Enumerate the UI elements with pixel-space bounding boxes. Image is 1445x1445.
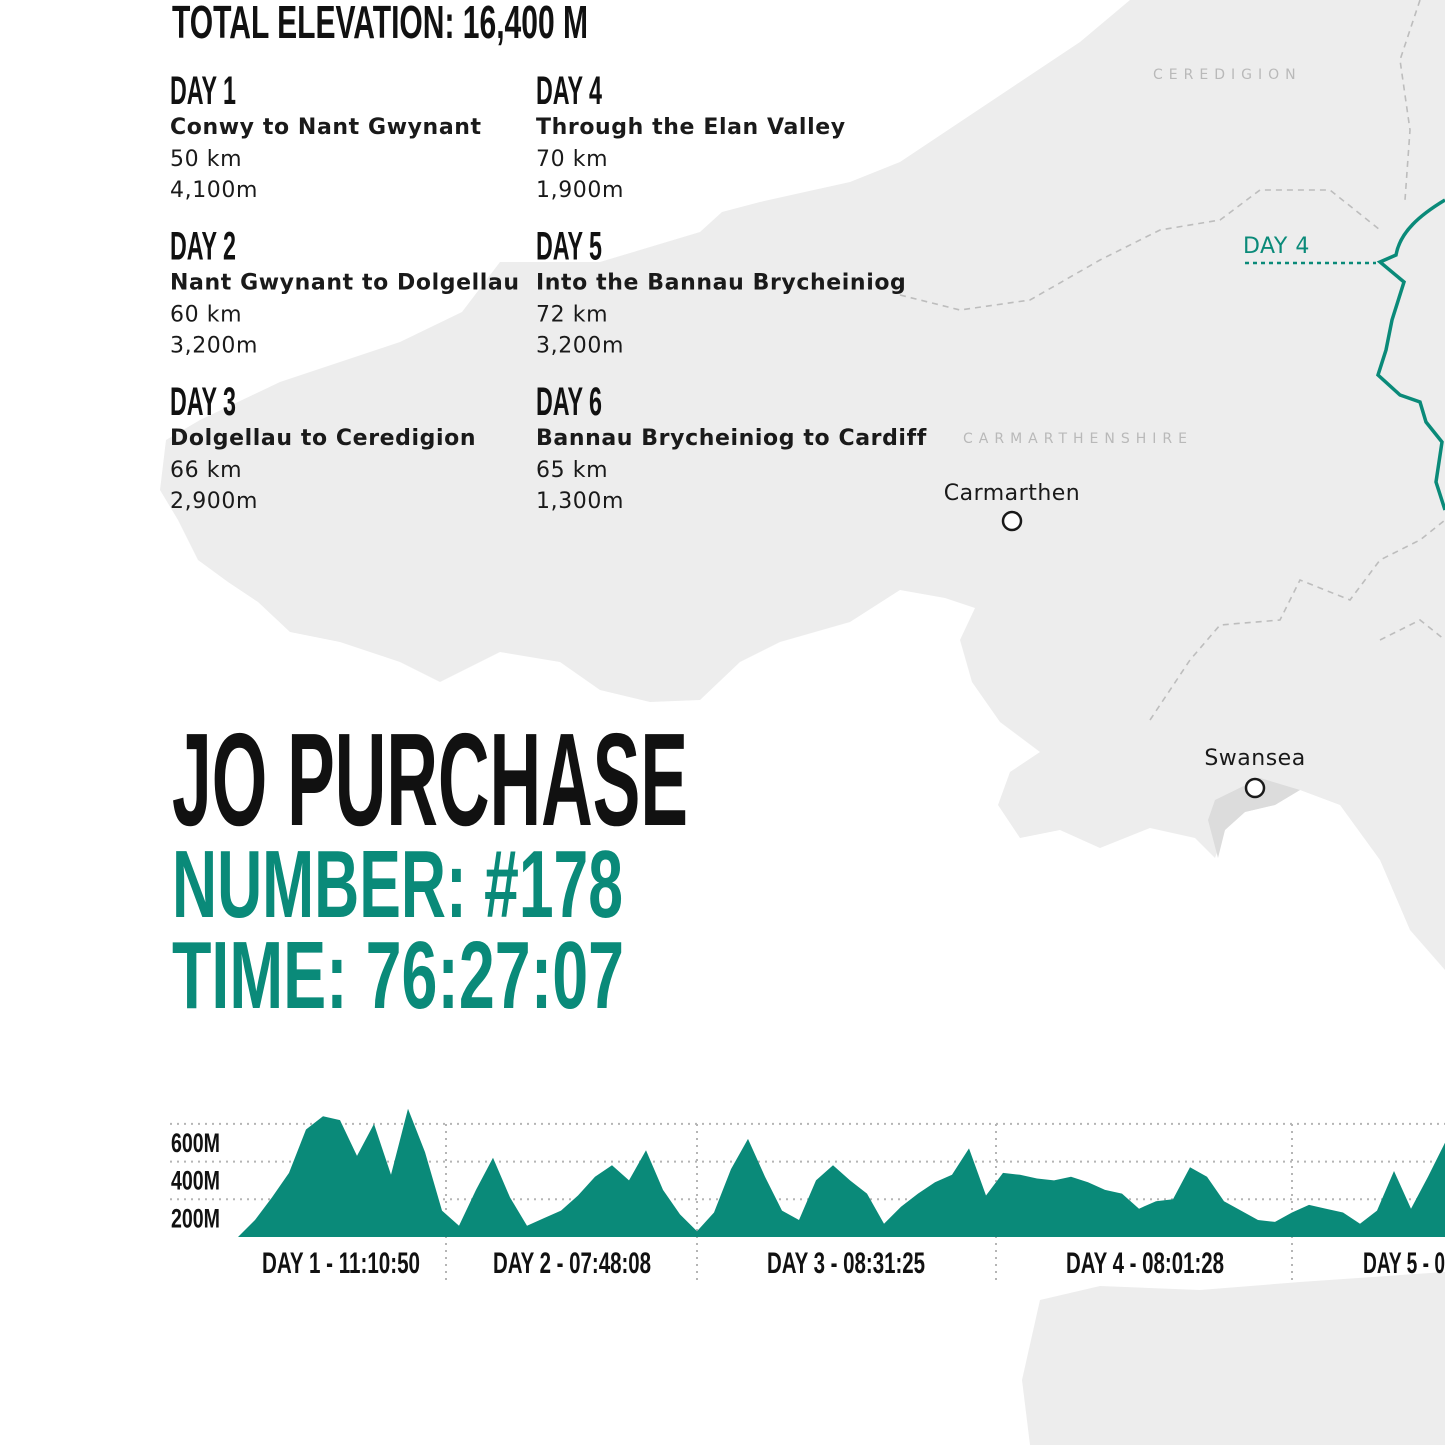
border	[899, 189, 1381, 311]
day-title: DAY 4	[536, 69, 602, 113]
day-title: DAY 6	[536, 380, 602, 424]
elevation-area	[238, 1108, 1445, 1237]
y-tick-label: 400M	[171, 1166, 220, 1196]
day-elevation: 4,100m	[170, 178, 258, 203]
route-label: DAY 4	[1243, 234, 1310, 259]
day-route: Bannau Brycheiniog to Cardiff	[536, 426, 927, 451]
day-elevation: 3,200m	[536, 334, 624, 359]
rider-time: TIME: 76:27:07	[172, 922, 624, 1029]
border	[1149, 519, 1445, 721]
day-title: DAY 5	[536, 225, 602, 269]
rider-number: NUMBER: #178	[172, 831, 623, 938]
map: DAY 4 CEREDIGION CARMARTHENSHIRE Carmart…	[160, 0, 1445, 1445]
town-label: Carmarthen	[944, 481, 1081, 506]
day-distance: 70 km	[536, 147, 608, 172]
day-distance: 50 km	[170, 147, 242, 172]
y-tick-label: 200M	[171, 1203, 220, 1233]
y-tick-label: 600M	[171, 1128, 220, 1158]
town-label: Swansea	[1204, 746, 1305, 771]
border	[1399, 0, 1421, 201]
region-label: CEREDIGION	[1153, 67, 1302, 83]
day-title: DAY 2	[170, 225, 236, 269]
day-time-label: DAY 4 - 08:01:28	[1066, 1247, 1224, 1280]
day-distance: 65 km	[536, 458, 608, 483]
day-route: Through the Elan Valley	[536, 115, 846, 140]
borders	[899, 0, 1445, 721]
land	[1208, 778, 1300, 858]
land	[160, 0, 1445, 970]
route	[1375, 198, 1445, 511]
day-time-label: DAY 5 - 0	[1363, 1247, 1445, 1280]
day-elevation: 2,900m	[170, 489, 258, 514]
land	[1022, 1272, 1445, 1445]
day-route: Nant Gwynant to Dolgellau	[170, 271, 520, 296]
day-elevation: 3,200m	[170, 334, 258, 359]
day-distance: 72 km	[536, 303, 608, 328]
town-marker	[1244, 777, 1266, 799]
day-distance: 60 km	[170, 303, 242, 328]
day-route: Conwy to Nant Gwynant	[170, 115, 482, 140]
border	[1379, 619, 1445, 641]
day-elevation: 1,900m	[536, 178, 624, 203]
day-time-label: DAY 1 - 11:10:50	[262, 1247, 420, 1280]
day-time-label: DAY 2 - 07:48:08	[493, 1247, 651, 1280]
day-elevation: 1,300m	[536, 489, 624, 514]
region-label: CARMARTHENSHIRE	[963, 431, 1193, 447]
day-title: DAY 1	[170, 69, 236, 113]
day-distance: 66 km	[170, 458, 242, 483]
town-marker	[1001, 510, 1023, 532]
rider-name: JO PURCHASE	[172, 706, 688, 853]
day-title: DAY 3	[170, 380, 236, 424]
day-route: Dolgellau to Ceredigion	[170, 426, 476, 451]
total-elevation: TOTAL ELEVATION: 16,400 M	[172, 0, 588, 48]
day-route: Into the Bannau Brycheiniog	[536, 271, 906, 296]
day-time-label: DAY 3 - 08:31:25	[767, 1247, 925, 1280]
